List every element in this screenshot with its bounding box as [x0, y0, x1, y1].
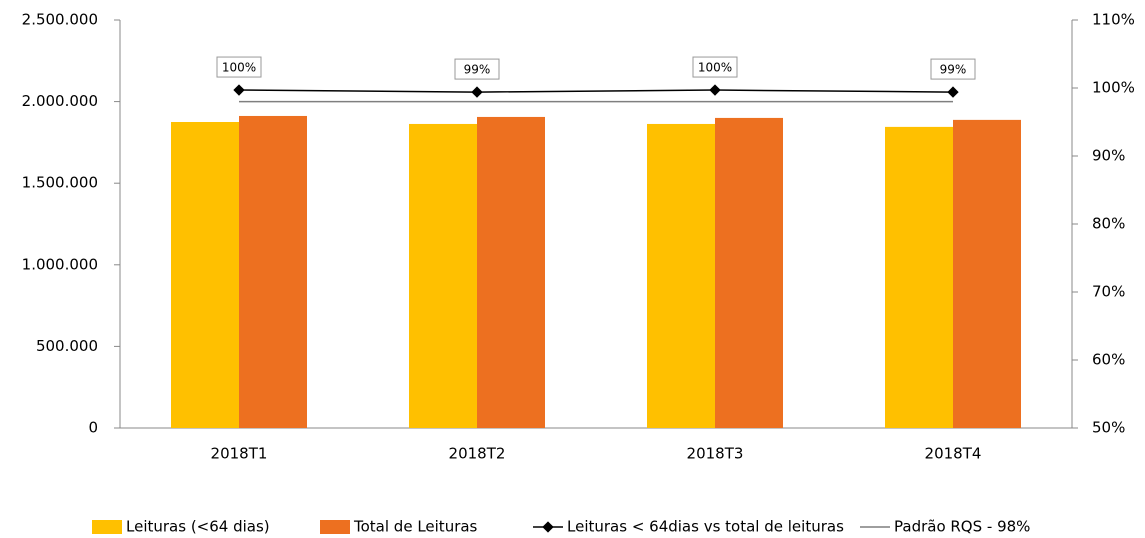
value-label-box — [692, 56, 738, 78]
y2-tick-label: 80% — [1092, 215, 1125, 233]
bar — [885, 126, 953, 429]
x-tick-label: 2018T4 — [925, 445, 982, 463]
marker — [947, 86, 959, 98]
x-tick-label: 2018T3 — [687, 445, 744, 463]
marker — [471, 86, 483, 98]
value-label: 100% — [222, 61, 256, 75]
legend-swatch — [92, 520, 122, 534]
value-label: 99% — [464, 63, 491, 77]
y-tick-label: 1.000.000 — [22, 255, 98, 273]
y-tick-label: 2.500.000 — [22, 11, 98, 29]
bar — [477, 116, 545, 429]
x-tick-label: 2018T1 — [211, 445, 268, 463]
marker — [709, 84, 721, 96]
y2-tick-label: 100% — [1092, 79, 1135, 97]
value-label-box — [216, 56, 262, 78]
y2-tick-label: 60% — [1092, 351, 1125, 369]
y-tick-label: 2.000.000 — [22, 92, 98, 110]
y-tick-label: 500.000 — [36, 337, 98, 355]
legend-label: Total de Leituras — [353, 518, 478, 536]
x-tick-label: 2018T2 — [449, 445, 506, 463]
value-label-box — [454, 58, 500, 80]
y-tick-label: 1.500.000 — [22, 174, 98, 192]
y-tick-label: 0 — [88, 419, 98, 437]
legend-label: Leituras (<64 dias) — [126, 518, 270, 536]
y2-tick-label: 50% — [1092, 419, 1125, 437]
legend-label: Padrão RQS - 98% — [894, 518, 1030, 536]
value-label-box — [930, 58, 976, 80]
legend-marker — [542, 521, 554, 533]
bar — [239, 115, 307, 428]
bar — [647, 123, 715, 428]
y2-tick-label: 70% — [1092, 283, 1125, 301]
legend-swatch — [320, 520, 350, 534]
bar — [953, 119, 1021, 428]
value-label: 99% — [940, 63, 967, 77]
bar — [171, 122, 239, 428]
bar — [715, 117, 783, 429]
line — [238, 89, 954, 93]
y2-tick-label: 110% — [1092, 11, 1135, 29]
marker — [233, 84, 245, 96]
value-label: 100% — [698, 61, 732, 75]
bar — [409, 123, 477, 428]
y2-tick-label: 90% — [1092, 147, 1125, 165]
legend-label: Leituras < 64dias vs total de leituras — [567, 518, 844, 536]
